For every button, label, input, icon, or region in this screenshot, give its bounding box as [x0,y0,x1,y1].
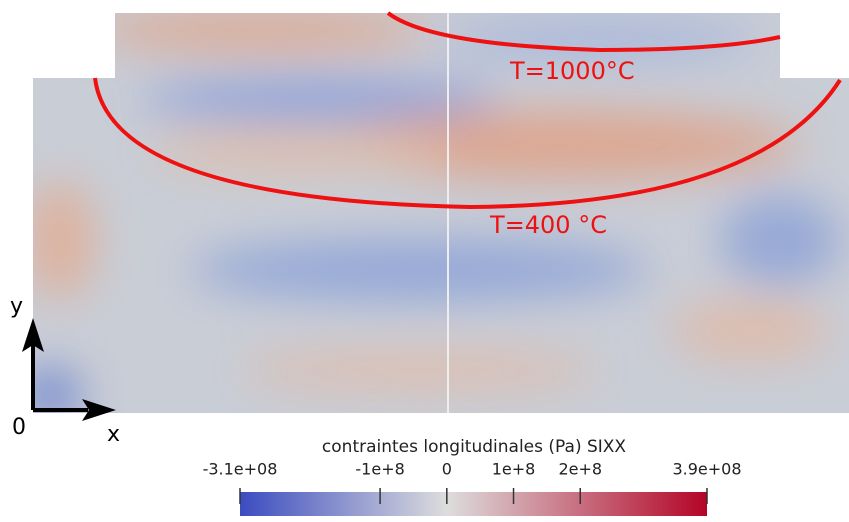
stress-field [33,13,849,413]
tick-label: 1e+8 [492,460,536,479]
isotherm-1000 [386,11,781,53]
tick-label: 3.9e+08 [672,460,741,479]
axis-label: 0 [12,415,26,440]
tick-label: 2e+8 [558,460,602,479]
isotherm-label: T=400 °C [489,211,607,239]
axes-triad: y 0 x [10,294,120,447]
axis-label: y [10,294,23,319]
tick-label: -3.1e+08 [203,460,278,479]
axis-label: x [107,422,120,447]
colorbar [240,492,707,516]
isotherm-400 [93,77,842,210]
tick-label: -1e+8 [355,460,404,479]
colorbar-title: contraintes longitudinales (Pa) SIXX [322,437,627,457]
tick-label: 0 [442,460,452,479]
colorbar-ticks: -3.1e+08 -1e+8 0 1e+8 2e+8 3.9e+08 [203,460,742,504]
isotherm-label: T=1000°C [509,57,635,85]
